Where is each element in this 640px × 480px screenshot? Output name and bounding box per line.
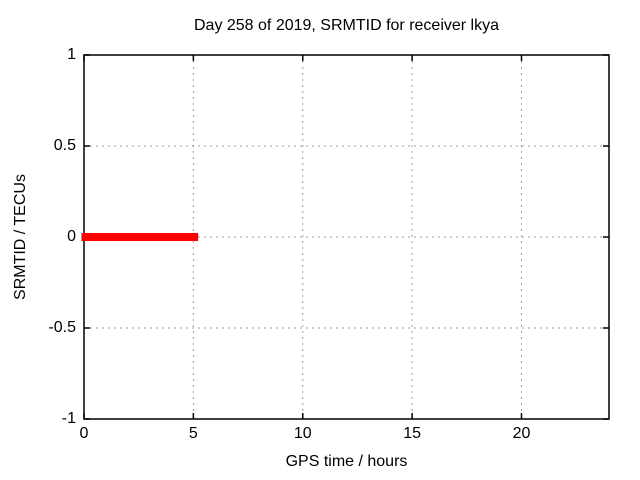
chart-title: Day 258 of 2019, SRMTID for receiver lky…: [193, 17, 499, 34]
data-segment: [130, 233, 199, 241]
data-segment: [81, 233, 103, 241]
data-segment: [114, 233, 124, 241]
x-tick-label: 15: [403, 425, 422, 442]
x-tick-label: 20: [512, 425, 531, 442]
y-tick-label: 0.5: [53, 137, 76, 154]
x-tick-label: 5: [188, 425, 198, 442]
y-tick-label: -1: [61, 410, 76, 427]
x-tick-label: 0: [79, 425, 89, 442]
data-segment: [121, 233, 133, 241]
y-tick-label: 0: [67, 228, 76, 245]
y-tick-label: -0.5: [48, 319, 76, 336]
y-tick-label: 1: [67, 46, 76, 63]
x-axis-label: GPS time / hours: [285, 453, 408, 470]
x-tick-label: 10: [293, 425, 312, 442]
data-segment: [100, 233, 119, 241]
